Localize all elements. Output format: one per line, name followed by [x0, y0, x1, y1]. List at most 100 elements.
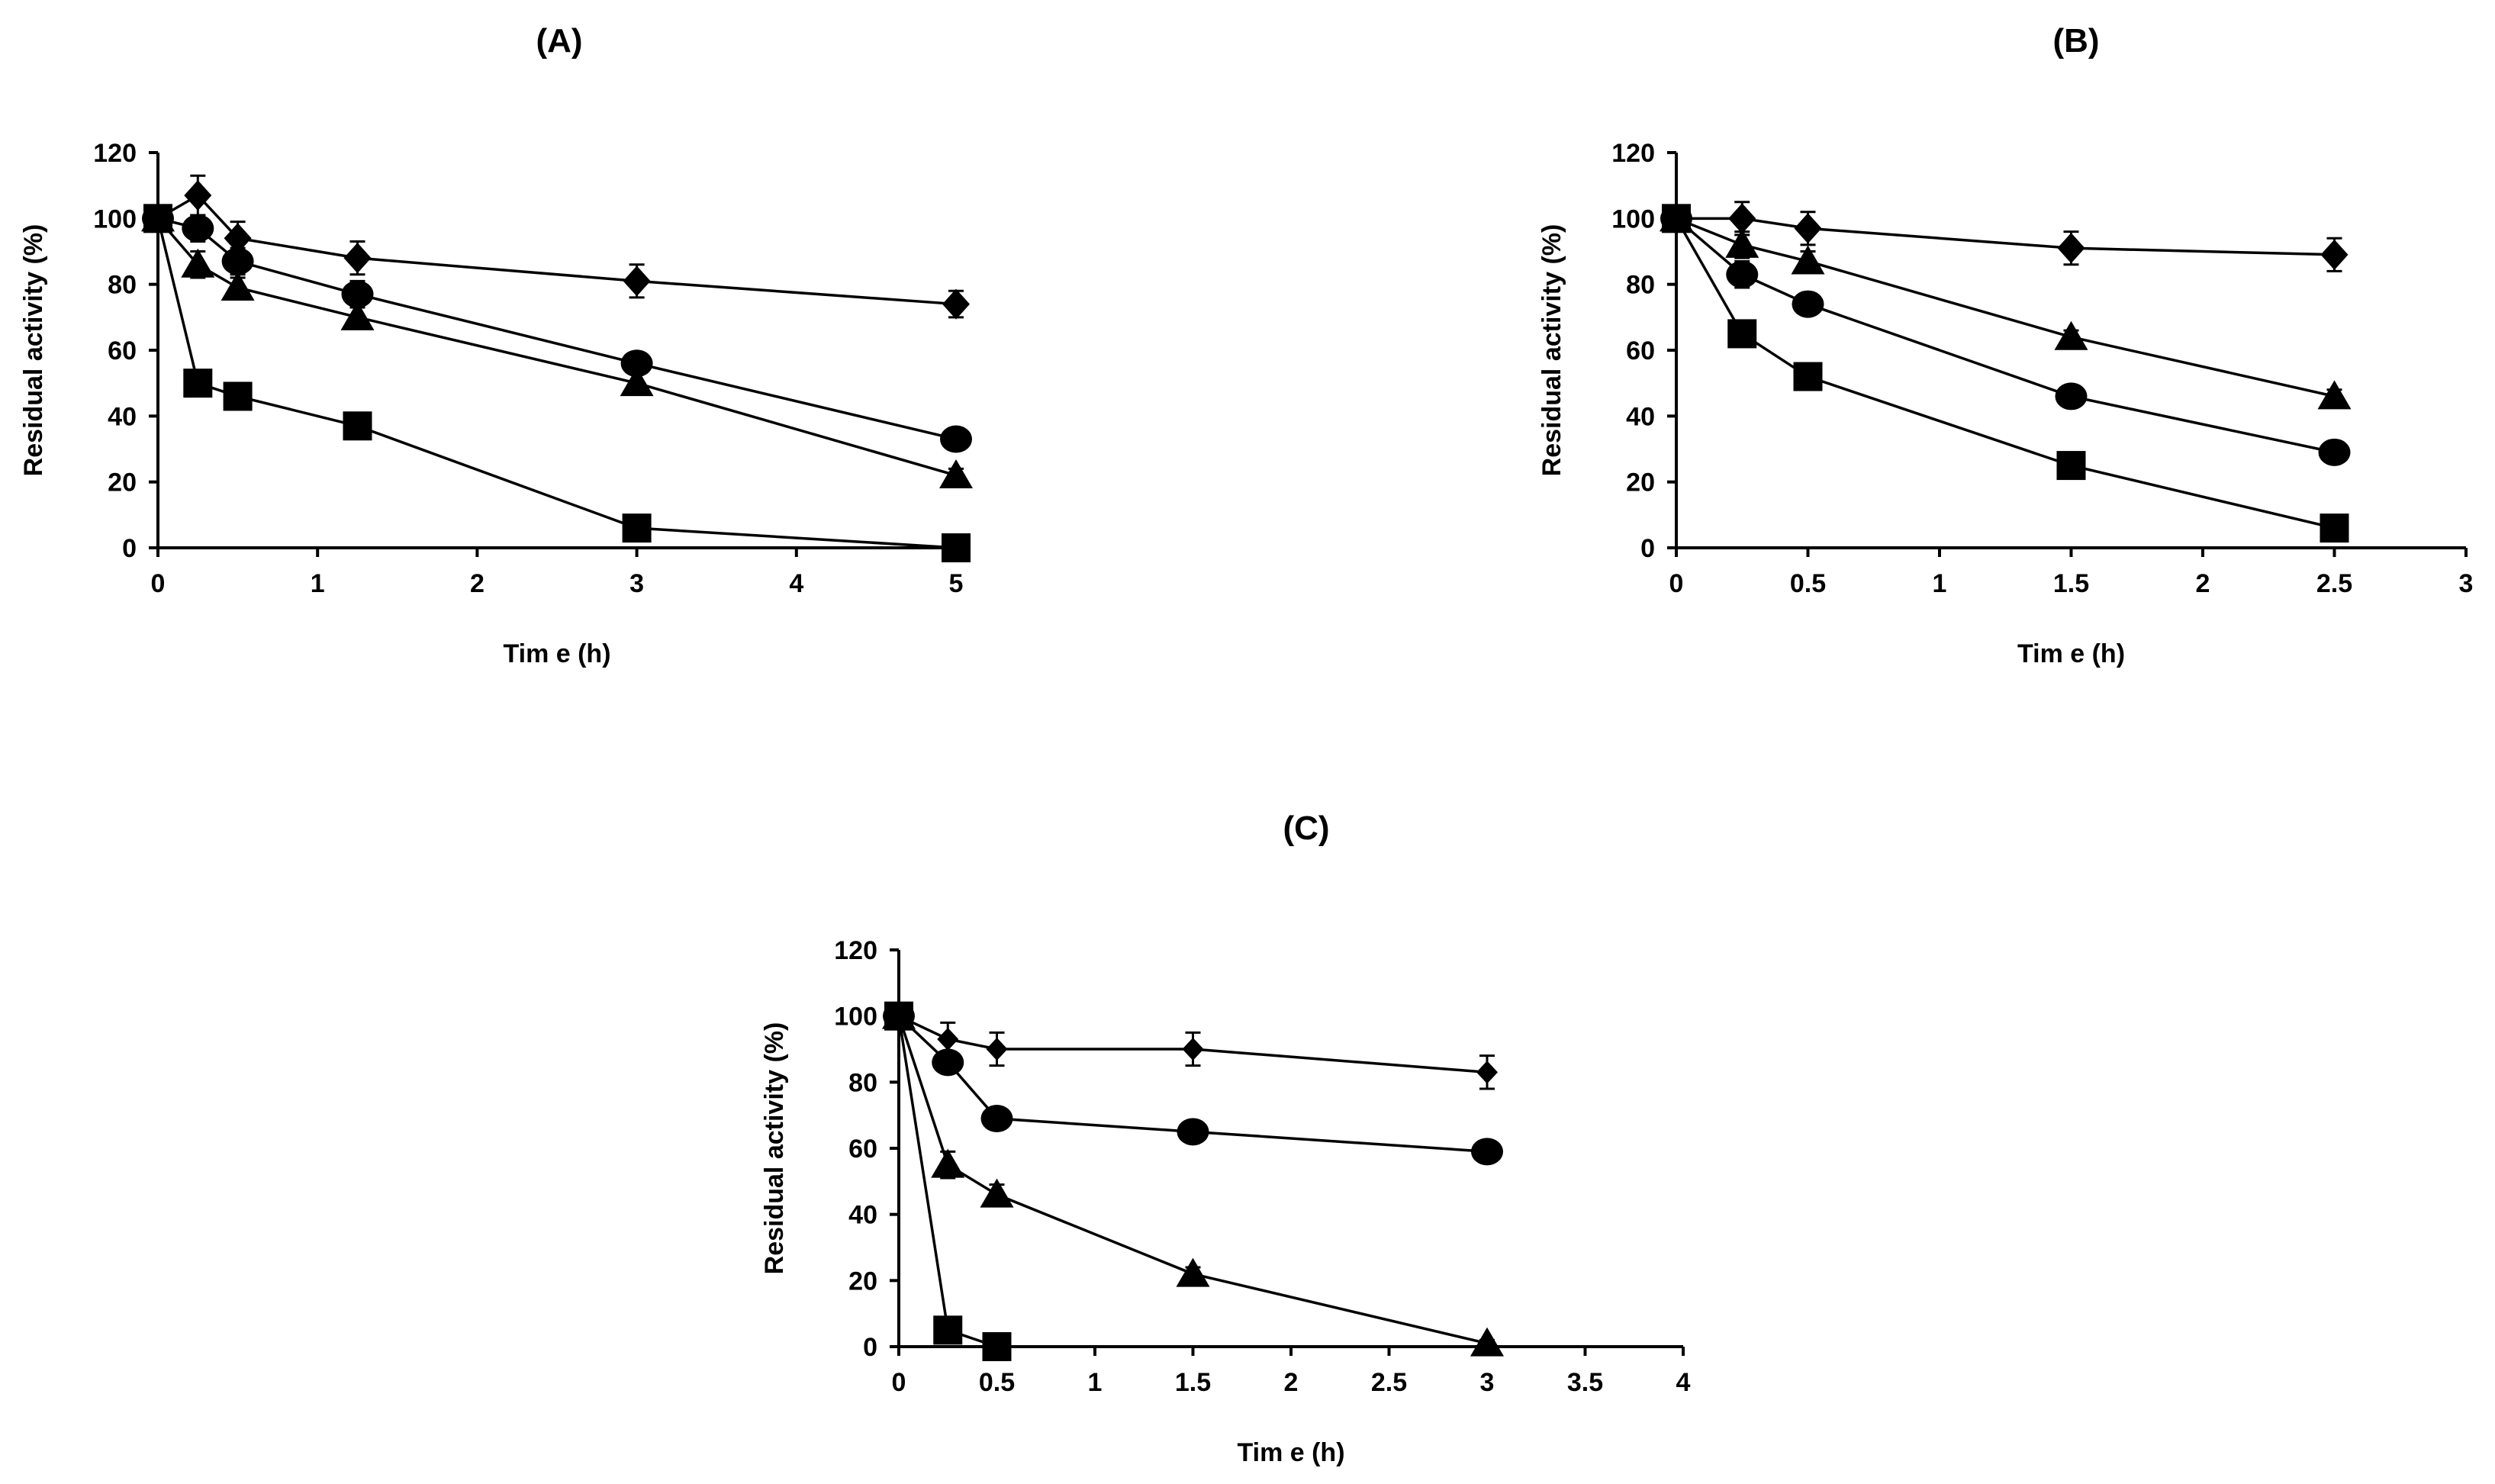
- x-tick-label: 1: [1933, 569, 1947, 598]
- y-tick-label: 20: [848, 1267, 877, 1296]
- series-triangle: [1660, 202, 2352, 410]
- series-line-square: [156, 217, 957, 549]
- data-point-triangle: [931, 1148, 965, 1178]
- y-tick-label: 100: [834, 1003, 877, 1032]
- x-tick-label: 0: [151, 569, 166, 598]
- data-point-square: [622, 513, 652, 543]
- y-tick-label: 120: [1611, 139, 1655, 168]
- y-axis-label: Residual activity (%): [19, 224, 48, 477]
- data-point-circle: [341, 280, 374, 308]
- y-tick-label: 0: [1640, 534, 1655, 563]
- data-point-triangle: [980, 1178, 1014, 1208]
- data-point-triangle: [181, 248, 215, 278]
- y-tick-label: 120: [834, 936, 877, 965]
- x-tick-label: 1.5: [2053, 569, 2089, 598]
- x-tick-label: 2: [470, 569, 485, 598]
- data-point-triangle: [1791, 245, 1825, 275]
- y-tick-label: 60: [1626, 336, 1655, 365]
- series-line-triangle: [156, 217, 957, 477]
- data-point-square: [2320, 513, 2349, 543]
- data-point-triangle: [2054, 320, 2088, 350]
- data-point-square: [2056, 451, 2086, 481]
- data-point-triangle: [939, 459, 973, 489]
- data-point-diamond: [343, 243, 372, 274]
- data-point-square: [933, 1315, 963, 1345]
- data-point-circle: [1177, 1118, 1209, 1146]
- data-point-square: [1793, 362, 1823, 391]
- x-tick-label: 2: [1284, 1368, 1299, 1397]
- data-point-triangle: [221, 271, 255, 301]
- x-axis-label: Tim e (h): [2017, 639, 2125, 668]
- data-point-diamond: [1794, 213, 1822, 244]
- data-point-square: [343, 411, 372, 441]
- data-point-diamond: [937, 1028, 959, 1051]
- y-tick-label: 60: [108, 336, 137, 365]
- data-point-square: [982, 1332, 1012, 1361]
- data-point-triangle: [340, 301, 375, 330]
- series-square: [1662, 204, 2349, 543]
- y-tick-label: 80: [108, 271, 137, 300]
- x-tick-label: 0: [892, 1368, 906, 1397]
- x-axis-label: Tim e (h): [503, 639, 610, 668]
- series-circle: [883, 1002, 1503, 1166]
- data-point-circle: [1726, 260, 1759, 288]
- series-diamond: [1663, 201, 2349, 272]
- data-point-square: [143, 204, 172, 233]
- data-point-square: [884, 1001, 913, 1031]
- data-point-triangle: [1725, 228, 1759, 258]
- y-tick-label: 80: [848, 1068, 877, 1097]
- y-tick-label: 80: [1626, 271, 1655, 300]
- series-line-diamond: [157, 193, 957, 306]
- y-axis-label: Residual activity (%): [1537, 224, 1566, 477]
- x-tick-label: 1.5: [1175, 1368, 1211, 1397]
- series-diamond: [888, 1004, 1498, 1090]
- data-point-diamond: [1182, 1038, 1204, 1061]
- x-tick-label: 0: [1669, 569, 1684, 598]
- x-tick-label: 1: [311, 569, 325, 598]
- data-point-circle: [182, 214, 214, 243]
- x-tick-label: 2.5: [1371, 1368, 1407, 1397]
- y-axis-label: Residual activity (%): [760, 1022, 789, 1275]
- data-point-diamond: [942, 288, 970, 320]
- chart-panel-3: (C) 0 20 40 60 80 100 120 0 0.5 1 1.5 2 2.5 3 3.5 4 Tim e…: [760, 810, 1691, 1467]
- y-tick-label: 40: [108, 402, 137, 431]
- data-point-circle: [940, 425, 972, 453]
- data-point-diamond: [2057, 233, 2085, 264]
- x-tick-label: 3: [1480, 1368, 1495, 1397]
- series-line-triangle: [1676, 217, 2335, 398]
- data-point-square: [223, 381, 253, 411]
- x-tick-label: 1: [1088, 1368, 1103, 1397]
- data-point-circle: [221, 247, 254, 275]
- data-point-diamond: [986, 1038, 1008, 1061]
- y-tick-label: 100: [1611, 204, 1655, 233]
- y-tick-label: 20: [108, 468, 137, 497]
- x-tick-label: 0.5: [1790, 569, 1826, 598]
- y-tick-label: 40: [1626, 402, 1655, 431]
- data-point-circle: [2318, 438, 2351, 466]
- data-point-diamond: [224, 223, 252, 254]
- x-tick-label: 2: [2196, 569, 2210, 598]
- x-tick-label: 3.5: [1567, 1368, 1603, 1397]
- data-point-square: [1727, 319, 1757, 349]
- data-point-circle: [2055, 382, 2088, 410]
- data-point-triangle: [1470, 1327, 1504, 1357]
- x-tick-label: 5: [949, 569, 964, 598]
- series-square: [884, 1001, 1012, 1361]
- data-point-triangle: [620, 367, 654, 397]
- x-tick-label: 4: [789, 569, 803, 598]
- panel-title: (B): [2052, 22, 2099, 60]
- x-tick-label: 4: [1676, 1368, 1691, 1397]
- data-point-circle: [1792, 290, 1824, 318]
- data-point-circle: [1471, 1138, 1503, 1166]
- x-tick-label: 3: [629, 569, 644, 598]
- y-tick-label: 0: [122, 534, 137, 563]
- y-tick-label: 20: [1626, 468, 1655, 497]
- y-tick-label: 100: [93, 204, 137, 233]
- y-tick-label: 120: [93, 139, 137, 168]
- data-point-circle: [620, 349, 653, 378]
- chart-panel-2: (B) 0 20 40 60 80 100 120 0 0.5 1 1.5 2 2.5 3 Tim e (h)…: [1537, 22, 2473, 668]
- data-point-circle: [980, 1105, 1013, 1132]
- y-tick-label: 0: [863, 1333, 877, 1362]
- x-tick-label: 2.5: [2316, 569, 2352, 598]
- series-diamond: [144, 174, 970, 320]
